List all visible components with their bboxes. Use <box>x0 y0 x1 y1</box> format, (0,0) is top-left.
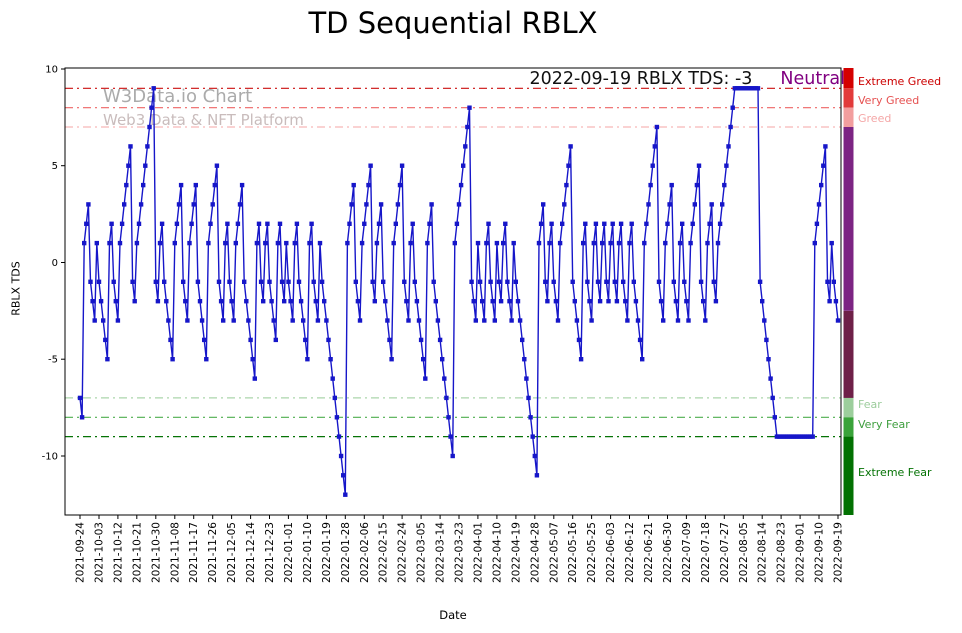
zone-label-very-fear: Very Fear <box>858 418 910 431</box>
svg-text:0: 0 <box>52 258 58 269</box>
threshold-lines <box>65 87 841 438</box>
svg-text:2022-08-05: 2022-08-05 <box>738 522 750 583</box>
svg-text:2022-07-27: 2022-07-27 <box>719 522 731 583</box>
annotation-status: Neutral <box>780 69 845 89</box>
svg-text:2022-01-10: 2022-01-10 <box>302 522 314 583</box>
svg-text:2021-10-30: 2021-10-30 <box>150 522 162 583</box>
svg-text:2022-04-19: 2022-04-19 <box>510 522 522 583</box>
svg-text:2022-04-10: 2022-04-10 <box>491 522 503 583</box>
zone-label-greed: Greed <box>858 112 892 125</box>
axes-spines <box>64 67 842 516</box>
svg-text:2022-02-15: 2022-02-15 <box>378 522 390 583</box>
svg-text:2022-07-18: 2022-07-18 <box>700 522 712 583</box>
svg-text:2022-07-09: 2022-07-09 <box>681 522 693 583</box>
svg-text:2022-02-06: 2022-02-06 <box>359 522 371 583</box>
zone-label-very-greed: Very Greed <box>858 94 920 107</box>
svg-text:2022-09-10: 2022-09-10 <box>814 522 826 583</box>
svg-text:2022-02-24: 2022-02-24 <box>397 522 409 583</box>
x-axis-label: Date <box>439 608 467 622</box>
svg-text:2022-06-12: 2022-06-12 <box>624 522 636 583</box>
svg-text:2022-06-03: 2022-06-03 <box>605 522 617 583</box>
watermark-line-1: W3Data.io Chart <box>103 86 253 107</box>
svg-text:2022-01-01: 2022-01-01 <box>283 522 295 583</box>
svg-text:10: 10 <box>45 65 58 76</box>
svg-text:2022-04-01: 2022-04-01 <box>472 522 484 583</box>
svg-text:2022-04-28: 2022-04-28 <box>529 522 541 583</box>
zone-label-extreme-fear: Extreme Fear <box>858 466 932 479</box>
svg-text:2022-05-07: 2022-05-07 <box>548 522 560 583</box>
svg-text:2021-10-12: 2021-10-12 <box>112 522 124 583</box>
svg-text:2021-10-21: 2021-10-21 <box>131 522 143 583</box>
svg-text:-5: -5 <box>48 355 58 366</box>
watermark-line-2: Web3 Data & NFT Platform <box>103 111 304 129</box>
svg-text:2021-09-24: 2021-09-24 <box>75 522 87 583</box>
svg-text:2022-03-23: 2022-03-23 <box>454 522 466 583</box>
svg-text:-10: -10 <box>42 452 58 463</box>
svg-text:2022-08-14: 2022-08-14 <box>757 522 769 583</box>
svg-text:2021-11-26: 2021-11-26 <box>207 522 219 583</box>
zone-label-extreme-greed: Extreme Greed <box>858 75 942 88</box>
annotation-date-value: 2022-09-19 RBLX TDS: -3 <box>529 69 753 89</box>
zone-label-fear: Fear <box>858 398 882 411</box>
svg-text:2022-01-19: 2022-01-19 <box>321 522 333 583</box>
svg-text:2021-10-03: 2021-10-03 <box>94 522 106 583</box>
svg-text:2022-06-21: 2022-06-21 <box>643 522 655 583</box>
svg-text:5: 5 <box>52 161 58 172</box>
tds-series <box>77 86 841 497</box>
svg-text:2022-03-14: 2022-03-14 <box>435 522 447 583</box>
svg-text:2022-05-25: 2022-05-25 <box>586 522 598 583</box>
x-axis-ticks: 2021-09-24 2021-10-03 2021-10-12 2021-10-21… <box>75 515 845 583</box>
svg-text:2022-03-05: 2022-03-05 <box>416 522 428 583</box>
svg-text:2022-08-23: 2022-08-23 <box>776 522 788 583</box>
svg-text:2022-01-28: 2022-01-28 <box>340 522 352 583</box>
svg-text:2022-09-01: 2022-09-01 <box>795 522 807 583</box>
svg-text:2021-11-08: 2021-11-08 <box>169 522 181 583</box>
svg-text:2022-09-19: 2022-09-19 <box>833 522 845 583</box>
y-axis-ticks: 10 5 0 -5 -10 <box>42 65 65 463</box>
latest-value-annotation: 2022-09-19 RBLX TDS: -3 Neutral <box>529 69 845 89</box>
svg-text:2021-12-05: 2021-12-05 <box>226 522 238 583</box>
svg-text:2022-06-30: 2022-06-30 <box>662 522 674 583</box>
svg-text:2021-11-17: 2021-11-17 <box>188 522 200 583</box>
chart-title: TD Sequential RBLX <box>308 6 598 40</box>
svg-text:2022-05-16: 2022-05-16 <box>567 522 579 583</box>
svg-text:2021-12-14: 2021-12-14 <box>245 522 257 583</box>
svg-text:2021-12-23: 2021-12-23 <box>264 522 276 583</box>
sentiment-colorbar <box>843 68 854 515</box>
